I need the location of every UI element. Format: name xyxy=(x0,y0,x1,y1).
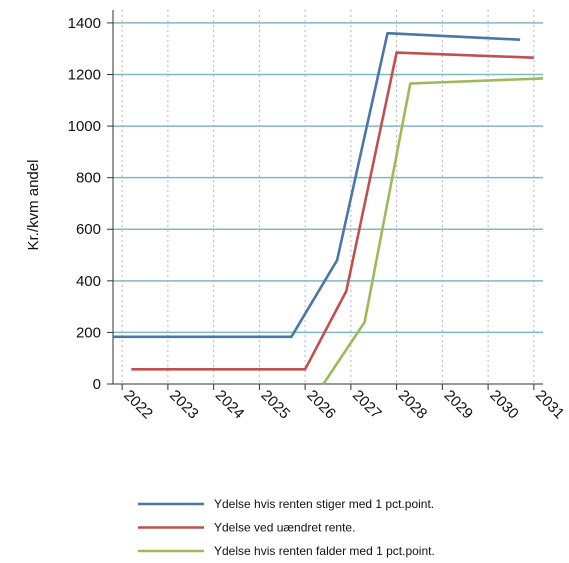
series-line-2 xyxy=(131,51,534,371)
x-tick-label-2024: 2024 xyxy=(212,387,248,423)
y-tick-label-1000: 1000 xyxy=(68,118,101,135)
legend: Ydelse hvis renten stiger med 1 pct.poin… xyxy=(138,497,435,558)
x-tick-label-2031: 2031 xyxy=(532,387,568,423)
x-tick-label-2026: 2026 xyxy=(303,387,339,423)
series-line-1 xyxy=(113,31,521,339)
vertical-grid xyxy=(121,10,535,384)
legend-label-2: Ydelse ved uændret rente. xyxy=(214,521,355,535)
legend-label-1: Ydelse hvis renten stiger med 1 pct.poin… xyxy=(214,497,434,511)
series-lines xyxy=(113,31,544,385)
y-tick-label-0: 0 xyxy=(93,376,101,393)
x-tick-label-2027: 2027 xyxy=(349,387,385,423)
y-tick-label-1200: 1200 xyxy=(68,66,101,83)
x-tick-labels: 2022 2023 2024 2025 2026 2027 2028 2029 2030 2031 xyxy=(120,387,567,423)
y-axis-label: Kr./kvm andel xyxy=(25,160,42,251)
x-tick-label-2030: 2030 xyxy=(486,387,522,423)
y-tick-label-400: 400 xyxy=(76,273,101,290)
y-tick-labels: 0 200 400 600 800 1000 1200 1400 xyxy=(68,15,101,393)
axes xyxy=(107,10,543,390)
y-tick-label-200: 200 xyxy=(76,324,101,341)
x-tick-label-2029: 2029 xyxy=(441,387,477,423)
x-tick-label-2028: 2028 xyxy=(395,387,431,423)
x-tick-label-2022: 2022 xyxy=(120,387,156,423)
horizontal-grid xyxy=(113,22,543,334)
y-tick-label-800: 800 xyxy=(76,170,101,187)
x-tick-label-2023: 2023 xyxy=(166,387,202,423)
series-line-3 xyxy=(322,77,544,385)
legend-label-3: Ydelse hvis renten falder med 1 pct.poin… xyxy=(214,544,435,558)
y-tick-label-600: 600 xyxy=(76,221,101,238)
x-tick-label-2025: 2025 xyxy=(258,387,294,423)
y-tick-label-1400: 1400 xyxy=(68,15,101,32)
